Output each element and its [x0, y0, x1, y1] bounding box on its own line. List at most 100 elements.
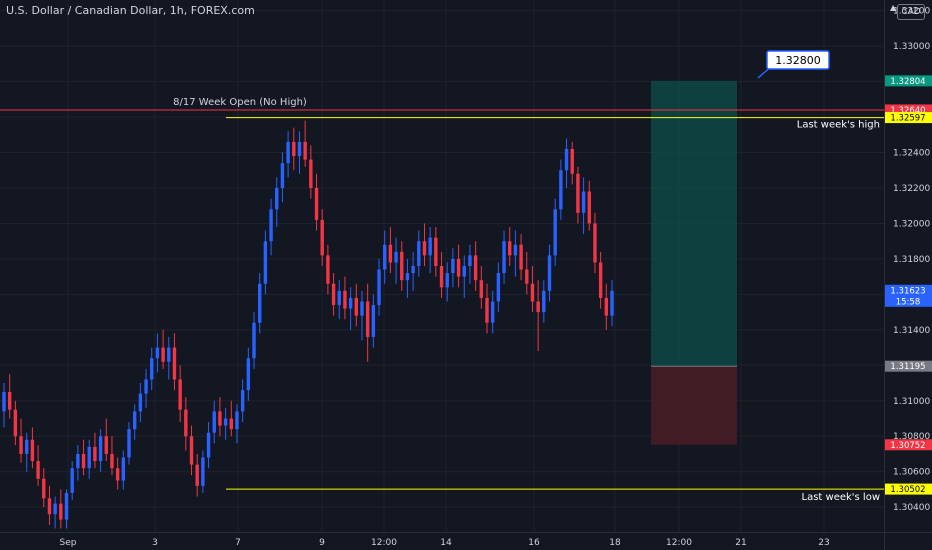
candle-body	[365, 301, 370, 337]
candle-body	[269, 209, 273, 242]
candle-body	[400, 251, 404, 281]
x-tick-label: 16	[528, 538, 540, 548]
time-axis[interactable]: Sep 3 7 9 12:00 14 16 18 12:00 21 23	[60, 538, 830, 548]
candle-body	[422, 241, 427, 256]
x-tick-label: 12:00	[666, 538, 692, 548]
candle-body	[121, 457, 126, 481]
candle-body	[2, 391, 6, 412]
candle-body	[161, 347, 165, 362]
candle-body	[428, 237, 432, 256]
price-axis[interactable]: 1.304001.306001.308001.310001.312001.314…	[885, 7, 932, 514]
level-label: Last week's low	[802, 492, 881, 503]
y-tick-label: 1.30800	[893, 432, 930, 442]
candle-body	[496, 273, 501, 302]
candle-body	[184, 409, 188, 437]
candle-body	[19, 436, 23, 454]
candle-body	[564, 148, 569, 171]
y-tick-label: 1.31800	[893, 255, 930, 265]
candle-body	[536, 301, 540, 313]
candle-body	[115, 468, 120, 481]
price-label-text: 1.32597	[890, 114, 925, 124]
price-label[interactable]	[885, 104, 932, 116]
y-tick-label: 1.33200	[893, 7, 930, 17]
candle-body	[257, 283, 262, 323]
candle-body	[280, 163, 285, 188]
horizontal-lines[interactable]: 8/17 Week Open (No High) Last week's high…	[0, 97, 884, 503]
candle-body	[388, 244, 393, 263]
price-label-text: 1.31195	[890, 362, 925, 372]
candle-body	[275, 187, 279, 210]
candle-body	[326, 255, 330, 284]
candle-body	[81, 453, 86, 469]
candle-body	[178, 379, 182, 410]
y-tick-label: 1.33000	[893, 42, 930, 52]
candle-body	[144, 379, 148, 394]
y-tick-label: 1.31400	[893, 326, 930, 336]
candle-body	[354, 297, 359, 316]
candle-body	[76, 453, 80, 469]
candle-body	[371, 305, 376, 337]
candle-body	[451, 258, 455, 274]
candle-body	[576, 173, 580, 213]
y-tick-label: 1.30400	[893, 503, 930, 513]
currency-badge[interactable]: CAD	[897, 4, 925, 20]
x-tick-label: 14	[440, 538, 452, 548]
callout-box[interactable]	[766, 50, 830, 70]
scale-up-icon: ▲	[890, 3, 897, 12]
candle-body	[297, 141, 302, 157]
candle-body	[286, 141, 290, 164]
price-label[interactable]	[885, 439, 932, 451]
candle-body	[553, 209, 557, 256]
candle-body	[229, 418, 233, 430]
chart-title: U.S. Dollar / Canadian Dollar, 1h, FOREX…	[6, 4, 255, 17]
candle-body	[263, 241, 268, 284]
candle-body	[513, 244, 518, 256]
candle-body	[42, 478, 46, 499]
candle-body	[303, 141, 307, 160]
price-label[interactable]	[885, 360, 932, 372]
x-tick-label: Sep	[60, 538, 77, 548]
y-tick-label: 1.30600	[893, 468, 930, 478]
candle-body	[212, 411, 216, 433]
candle-body	[53, 503, 57, 515]
candle-body	[189, 436, 194, 465]
candle-body	[530, 283, 535, 302]
candle-body	[417, 241, 421, 266]
candle-body	[519, 244, 523, 270]
candle-body	[309, 159, 313, 188]
position-zones[interactable]	[651, 80, 737, 445]
candle-body	[610, 290, 614, 316]
x-tick-label: 7	[235, 538, 241, 548]
countdown-text: 15:58	[896, 297, 921, 307]
y-tick-label: 1.31000	[893, 397, 930, 407]
stop-zone[interactable]	[651, 366, 737, 445]
candle-body	[201, 457, 205, 486]
candle-body	[559, 170, 563, 210]
candle-body	[206, 432, 211, 458]
price-label[interactable]	[885, 284, 932, 307]
candle-body	[47, 498, 52, 515]
x-tick-label: 12:00	[371, 538, 397, 548]
price-label[interactable]	[885, 75, 932, 87]
candle-body	[25, 439, 29, 454]
candle-body	[252, 322, 256, 359]
candle-body	[127, 429, 131, 458]
candle-body	[456, 258, 461, 277]
candle-body	[167, 347, 171, 362]
target-zone[interactable]	[651, 80, 737, 367]
y-tick-label: 1.32000	[893, 219, 930, 229]
candle-body	[604, 297, 609, 316]
candle-body	[150, 358, 154, 380]
candle-body	[468, 255, 472, 266]
price-label[interactable]	[885, 112, 932, 124]
candle-body	[110, 453, 114, 469]
target-callout[interactable]: 1.32800	[757, 50, 830, 79]
candle-body	[348, 297, 353, 309]
price-label[interactable]	[885, 483, 932, 495]
candle-body	[360, 301, 364, 316]
x-tick-label: 23	[818, 538, 829, 548]
candle-body	[462, 266, 466, 277]
price-label-text: 1.31623	[890, 286, 925, 296]
candle-body	[581, 191, 586, 213]
